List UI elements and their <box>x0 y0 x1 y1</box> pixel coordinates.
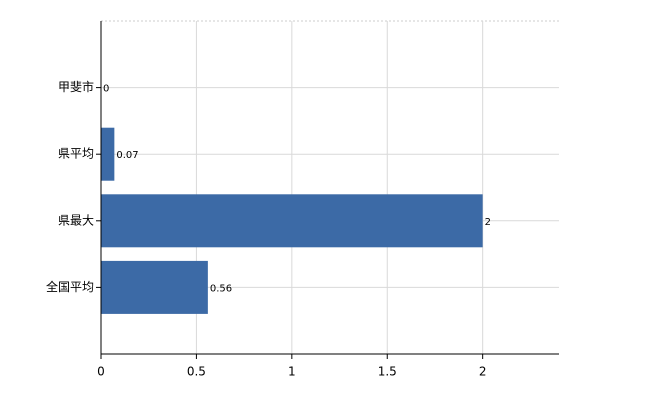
bar <box>101 260 208 314</box>
y-tick-label: 全国平均 <box>46 279 94 294</box>
bar <box>101 127 115 181</box>
value-label: 0.07 <box>116 150 138 161</box>
value-label: 0 <box>103 84 109 95</box>
bar <box>101 194 483 248</box>
y-tick-label: 甲斐市 <box>58 79 94 94</box>
y-tick-label: 県平均 <box>58 147 94 161</box>
value-label: 0.56 <box>210 283 232 294</box>
x-tick-label: 0.5 <box>187 365 206 379</box>
x-tick-label: 1 <box>288 365 296 379</box>
x-tick-label: 1.5 <box>378 365 397 379</box>
x-tick-label: 0 <box>97 365 105 379</box>
value-label: 2 <box>485 217 491 228</box>
x-tick-label: 2 <box>479 365 487 379</box>
y-tick-label: 県最大 <box>58 213 94 227</box>
